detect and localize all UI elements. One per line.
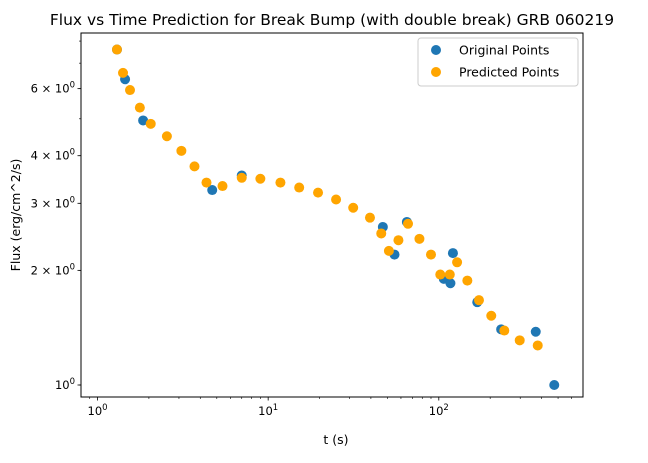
predicted-point bbox=[499, 325, 510, 336]
predicted-point bbox=[134, 102, 145, 113]
y-tick-label: 4 × 100 bbox=[31, 148, 75, 163]
legend-marker-original bbox=[431, 45, 441, 55]
original-point bbox=[549, 379, 560, 390]
predicted-point bbox=[393, 235, 404, 246]
predicted-point bbox=[255, 173, 266, 184]
predicted-point bbox=[462, 275, 473, 286]
predicted-point bbox=[294, 182, 305, 193]
predicted-point bbox=[514, 335, 525, 346]
points-layer bbox=[111, 44, 560, 390]
y-tick-label: 3 × 100 bbox=[31, 195, 75, 210]
predicted-point bbox=[125, 85, 136, 96]
predicted-point bbox=[364, 212, 375, 223]
predicted-point bbox=[414, 233, 425, 244]
y-tick-label: 6 × 100 bbox=[31, 81, 75, 96]
predicted-point bbox=[201, 177, 212, 188]
predicted-point bbox=[236, 172, 247, 183]
y-tick-label: 100 bbox=[55, 377, 75, 392]
legend-label-predicted: Predicted Points bbox=[459, 65, 559, 80]
predicted-point bbox=[435, 269, 446, 280]
y-tick-label: 2 × 100 bbox=[31, 262, 75, 277]
ticks-layer: 100 101 102 100 2 × 100 3 × 100 4 × 100 6 × 100 bbox=[31, 40, 572, 418]
original-point bbox=[138, 115, 149, 126]
predicted-point bbox=[473, 295, 484, 306]
chart-title: Flux vs Time Prediction for Break Bump (… bbox=[50, 11, 614, 29]
predicted-point bbox=[111, 44, 122, 55]
x-tick-label: 102 bbox=[429, 403, 449, 418]
legend-box bbox=[417, 37, 579, 87]
original-point bbox=[447, 248, 458, 259]
predicted-point bbox=[383, 245, 394, 256]
predicted-point bbox=[145, 118, 156, 129]
legend-label-original: Original Points bbox=[459, 43, 549, 58]
x-axis-label: t (s) bbox=[323, 432, 348, 447]
predicted-point bbox=[117, 67, 128, 78]
predicted-point bbox=[452, 257, 463, 268]
predicted-point bbox=[486, 310, 497, 321]
plot-frame bbox=[80, 32, 584, 398]
original-point bbox=[445, 278, 456, 289]
predicted-point bbox=[176, 145, 187, 156]
predicted-point bbox=[217, 181, 228, 192]
predicted-point bbox=[313, 187, 324, 198]
legend: Original Points Predicted Points bbox=[417, 37, 579, 87]
legend-marker-predicted bbox=[431, 67, 441, 77]
y-axis-label: Flux (erg/cm^2/s) bbox=[8, 159, 23, 272]
predicted-point bbox=[444, 269, 455, 280]
predicted-point bbox=[331, 194, 342, 205]
x-tick-label: 100 bbox=[88, 403, 108, 418]
x-tick-label: 101 bbox=[258, 403, 278, 418]
predicted-point bbox=[403, 218, 414, 229]
predicted-point bbox=[275, 177, 286, 188]
predicted-point bbox=[376, 228, 387, 239]
predicted-point bbox=[189, 161, 200, 172]
predicted-point bbox=[425, 249, 436, 260]
predicted-point bbox=[348, 202, 359, 213]
predicted-point bbox=[161, 131, 172, 142]
original-point bbox=[530, 326, 541, 337]
original-point bbox=[207, 185, 218, 196]
predicted-point bbox=[532, 340, 543, 351]
